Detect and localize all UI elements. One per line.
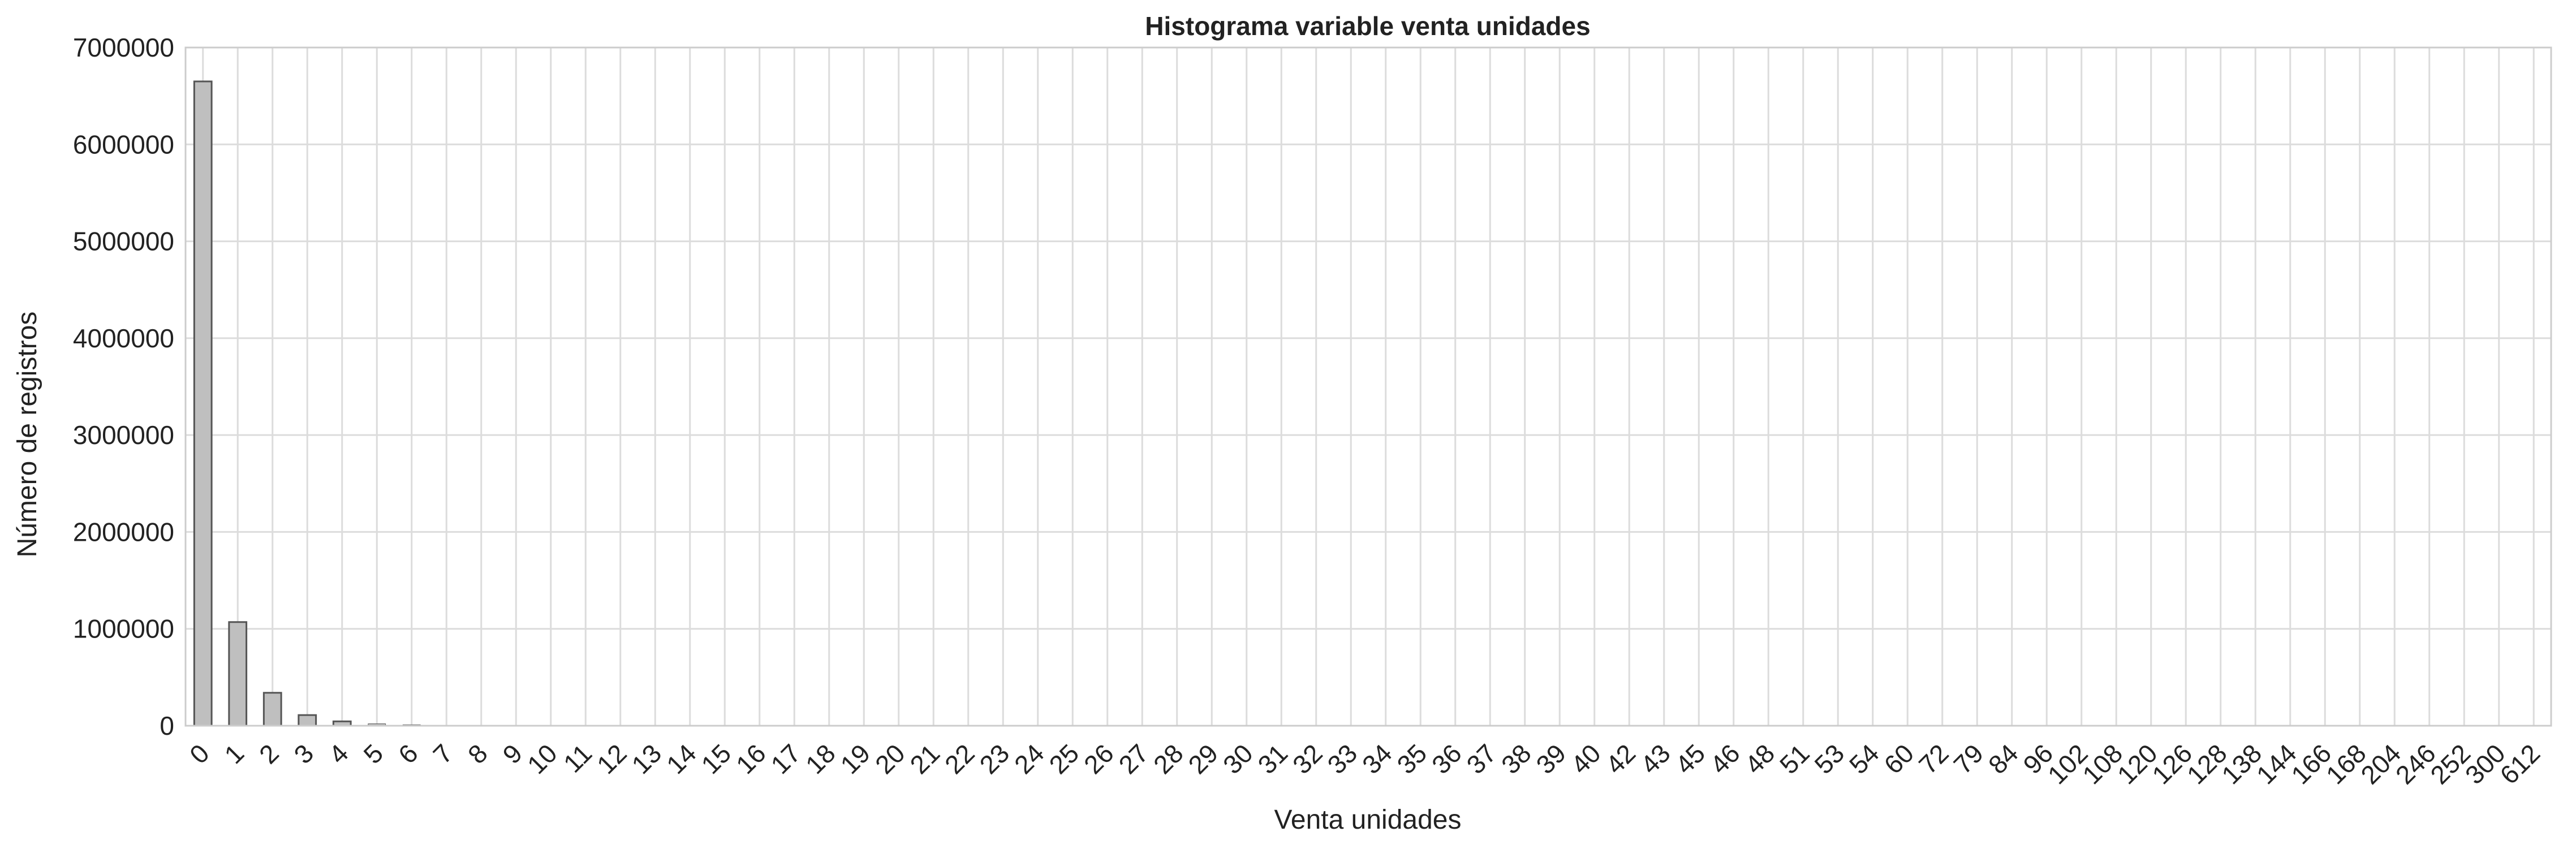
y-tick-label: 4000000	[73, 324, 174, 353]
y-tick-label: 5000000	[73, 227, 174, 256]
plot-frame	[184, 46, 2552, 727]
x-axis-label: Venta unidades	[1274, 805, 1462, 835]
y-tick-label: 0	[160, 711, 174, 740]
y-axis-label: Número de registros	[12, 312, 42, 558]
y-tick-label: 6000000	[73, 130, 174, 159]
bar-2	[262, 692, 282, 727]
y-tick-labels: 0 1000000 2000000 3000000 4000000 5000000 6000…	[73, 33, 174, 740]
y-tick-label: 3000000	[73, 420, 174, 450]
bar-3	[298, 714, 317, 727]
bar-0	[193, 80, 213, 727]
y-tick-label: 7000000	[73, 33, 174, 62]
chart-title: Histograma variable venta unidades	[1145, 11, 1590, 41]
y-tick-label: 2000000	[73, 517, 174, 546]
bar-1	[228, 621, 248, 727]
y-tick-label: 1000000	[73, 614, 174, 644]
